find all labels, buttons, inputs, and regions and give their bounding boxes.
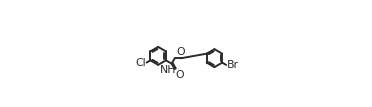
Text: Br: Br — [227, 60, 238, 70]
Text: Cl: Cl — [136, 58, 146, 68]
Text: NH: NH — [160, 65, 177, 75]
Text: O: O — [177, 47, 185, 57]
Text: O: O — [176, 70, 184, 80]
